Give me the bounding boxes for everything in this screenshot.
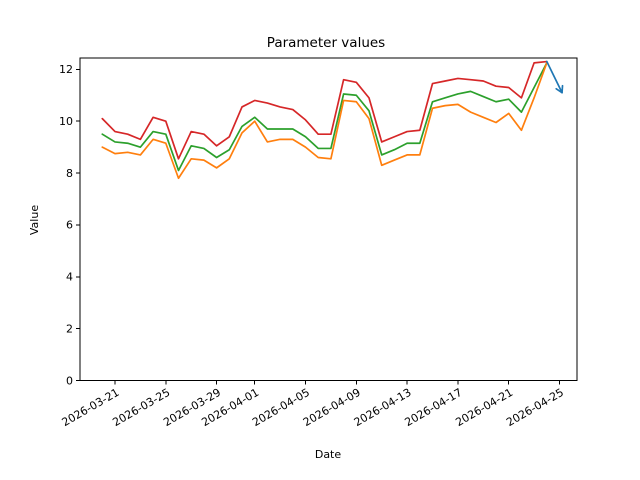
series-green-line (101, 62, 548, 172)
y-tick-label: 4 (66, 271, 73, 284)
series-red-line (101, 60, 548, 160)
x-tick-label: 2026-04-25 (504, 386, 566, 429)
y-axis-label: Value (28, 205, 41, 235)
y-tick-label: 10 (59, 115, 73, 128)
x-axis-label: Date (315, 448, 342, 461)
y-tick-label: 12 (59, 63, 73, 76)
y-tick-label: 2 (66, 322, 73, 335)
y-tick-label: 0 (66, 374, 73, 387)
chart-title: Parameter values (267, 35, 385, 51)
plot-area: 0 2 4 6 8 10 12 2026-03-212026-03-252026-03-292… (59, 57, 578, 429)
x-ticks: 2026-03-212026-03-252026-03-292026-04-01… (60, 380, 566, 429)
blue-arrow-line (545, 60, 563, 94)
y-tick-label: 6 (66, 219, 73, 232)
y-tick-label: 8 (66, 167, 73, 180)
blue-arrow-head (555, 84, 564, 94)
axes-spines (79, 57, 578, 381)
series-orange-line (101, 62, 548, 180)
y-ticks: 0 2 4 6 8 10 12 (59, 63, 80, 387)
